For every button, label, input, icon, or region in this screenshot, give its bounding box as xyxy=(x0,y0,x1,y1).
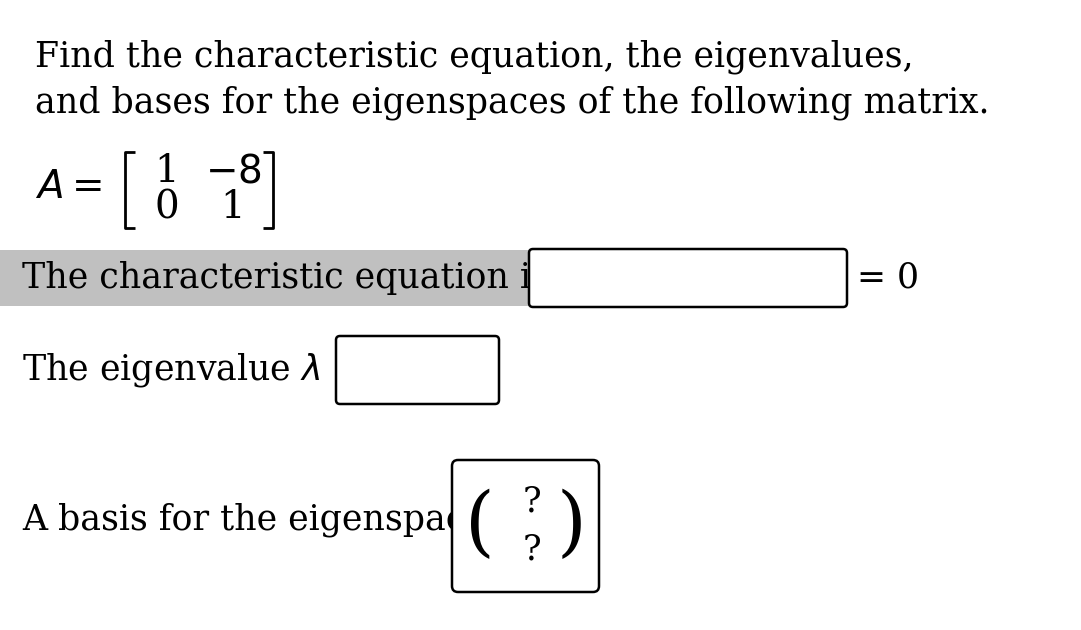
Text: 1: 1 xyxy=(155,154,179,190)
FancyBboxPatch shape xyxy=(529,249,848,307)
Text: 0: 0 xyxy=(155,190,179,227)
Text: 1: 1 xyxy=(221,190,245,227)
Text: ): ) xyxy=(556,489,586,563)
Text: A basis for the eigenspace is: A basis for the eigenspace is xyxy=(22,503,525,537)
Text: $-8$: $-8$ xyxy=(204,154,262,190)
Text: (: ( xyxy=(465,489,495,563)
FancyBboxPatch shape xyxy=(0,250,530,306)
FancyBboxPatch shape xyxy=(336,336,499,404)
Text: ?: ? xyxy=(522,533,540,567)
FancyBboxPatch shape xyxy=(452,460,599,592)
Text: $A =$: $A =$ xyxy=(35,169,102,207)
Text: The characteristic equation is: The characteristic equation is xyxy=(22,261,549,295)
Text: ?: ? xyxy=(522,485,540,519)
Text: = 0: = 0 xyxy=(857,261,919,295)
Text: Find the characteristic equation, the eigenvalues,: Find the characteristic equation, the ei… xyxy=(35,40,913,74)
Text: The eigenvalue $\lambda$ is: The eigenvalue $\lambda$ is xyxy=(22,351,362,389)
Text: and bases for the eigenspaces of the following matrix.: and bases for the eigenspaces of the fol… xyxy=(35,85,989,120)
